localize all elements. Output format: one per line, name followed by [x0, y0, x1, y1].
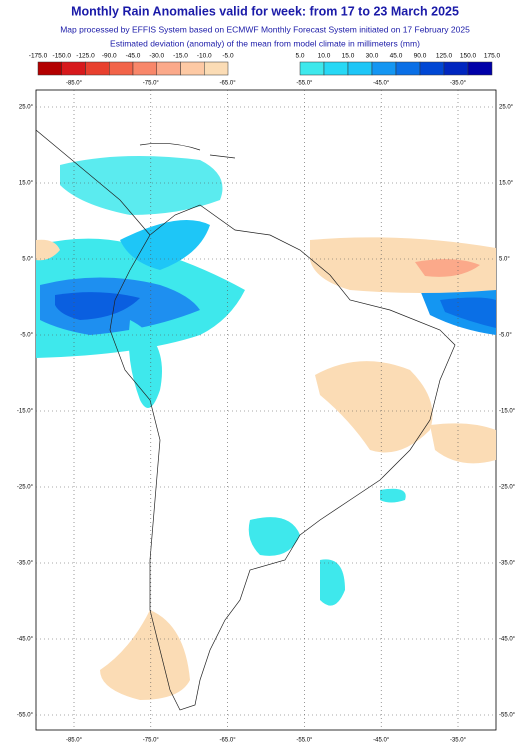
legend-label: -5.0 [222, 53, 234, 60]
legend-swatch [299, 61, 325, 76]
lat-label: 15.0° [499, 181, 514, 187]
legend-label: -10.0 [197, 53, 212, 60]
legend-label: -45.0 [126, 53, 141, 60]
title: Monthly Rain Anomalies valid for week: f… [71, 4, 459, 18]
coastline [36, 129, 151, 236]
lon-label: -85.0° [66, 738, 83, 744]
lon-label: -55.0° [296, 738, 313, 744]
lon-label: -45.0° [373, 738, 390, 744]
dry-area [310, 237, 496, 293]
dry-area [315, 361, 433, 453]
legend-swatch [323, 61, 349, 76]
wet-area [248, 517, 300, 556]
wet-area [55, 292, 140, 320]
legend-label: 15.0 [342, 53, 355, 60]
legend-swatch [467, 61, 493, 76]
lat-label: 25.0° [499, 105, 514, 111]
map: -85.0° -85.0° -75.0° -75.0° -65.0° -65.0° -55.… [17, 81, 516, 744]
dry-area [100, 610, 190, 700]
lon-label: -65.0° [220, 738, 237, 744]
legend-swatch [109, 61, 134, 76]
lon-label: -75.0° [143, 738, 160, 744]
wet-area [120, 220, 210, 270]
coastline [139, 143, 236, 159]
legend-swatch [395, 61, 421, 76]
legend-label: 45.0 [390, 53, 403, 60]
lon-label: -75.0° [143, 81, 160, 87]
dry-area [36, 239, 60, 261]
lat-label: -5.0° [20, 333, 33, 339]
wet-area [128, 320, 162, 408]
legend-label: 5.0 [295, 53, 304, 60]
coastline [109, 204, 456, 711]
lat-label: 25.0° [19, 105, 34, 111]
wet-area [320, 559, 345, 606]
lat-label: -55.0° [17, 713, 34, 719]
legend-swatch [443, 61, 469, 76]
legend-label: 90.0 [414, 53, 427, 60]
legend-swatch [156, 61, 181, 76]
legend-label: 150.0 [460, 53, 477, 60]
legend-label: -125.0 [76, 53, 95, 60]
lat-label: 15.0° [19, 181, 34, 187]
dry-area [430, 423, 496, 464]
lat-label: -45.0° [17, 637, 34, 643]
legend-label: -150.0 [53, 53, 72, 60]
legend-swatch [132, 61, 157, 76]
lat-label: -5.0° [499, 333, 512, 339]
legend-swatch [419, 61, 445, 76]
legend-swatch [204, 61, 229, 76]
legend: -175.0 -150.0 -125.0 -90.0 -45.0 -30.0 -15.0 -1… [29, 53, 501, 76]
dry-area [415, 259, 480, 277]
lon-label: -85.0° [66, 81, 83, 87]
lat-label: -15.0° [499, 409, 516, 415]
subtitle: Map processed by EFFIS System based on E… [60, 24, 470, 34]
lon-label: -55.0° [296, 81, 313, 87]
lat-label: -25.0° [17, 485, 34, 491]
legend-label: 125.0 [436, 53, 453, 60]
lon-label: -35.0° [450, 738, 467, 744]
legend-label: -30.0 [149, 53, 164, 60]
legend-swatch [371, 61, 397, 76]
wet-area [440, 297, 496, 328]
lon-label: -65.0° [220, 81, 237, 87]
legend-label: 175.0 [484, 53, 501, 60]
lon-label: -45.0° [373, 81, 390, 87]
lat-label: -45.0° [499, 637, 516, 643]
legend-swatch [180, 61, 205, 76]
lat-label: 5.0° [499, 257, 510, 263]
wet-area [380, 488, 406, 503]
legend-swatch [37, 61, 62, 76]
lat-label: -35.0° [17, 561, 34, 567]
legend-label: 10.0 [318, 53, 331, 60]
lat-label: 5.0° [22, 257, 33, 263]
lon-label: -35.0° [450, 81, 467, 87]
legend-swatch [347, 61, 373, 76]
lat-label: -25.0° [499, 485, 516, 491]
legend-label: -175.0 [29, 53, 48, 60]
description: Estimated deviation (anomaly) of the mea… [110, 38, 420, 48]
lat-label: -15.0° [17, 409, 34, 415]
legend-label: -90.0 [102, 53, 117, 60]
legend-swatch [85, 61, 110, 76]
legend-label: 30.0 [366, 53, 379, 60]
lat-label: -55.0° [499, 713, 516, 719]
wet-area [60, 156, 223, 215]
legend-swatch [61, 61, 86, 76]
lat-label: -35.0° [499, 561, 516, 567]
legend-label: -15.0 [173, 53, 188, 60]
